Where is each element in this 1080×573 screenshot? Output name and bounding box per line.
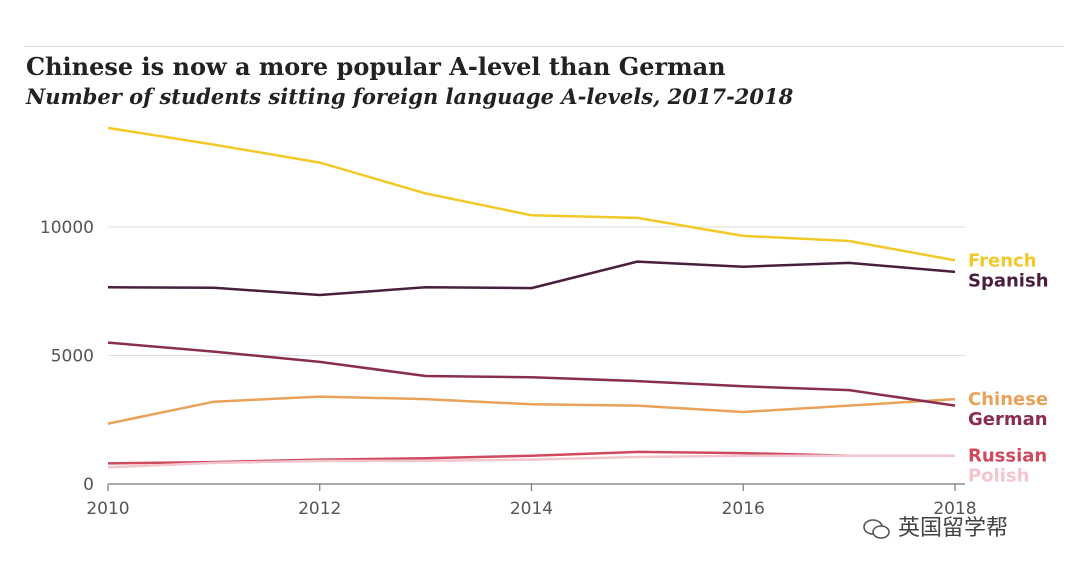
x-tick-label: 2018 [933,499,976,519]
series-line-german [107,341,956,407]
x-tick-label: 2012 [298,499,341,519]
y-axis: 0 5000 10000 [40,218,94,495]
series-line-polish [107,454,955,469]
y-tick-label: 5000 [51,346,94,366]
watermark-text: 英国留学帮 [898,516,1009,541]
series-lines [107,126,956,469]
chart-subtitle: Number of students sitting foreign langu… [26,84,794,109]
x-axis: 2010 2012 2014 2016 2018 [86,484,977,519]
y-tick-label: 10000 [40,218,94,238]
watermark: 英国留学帮 [862,510,1008,542]
gridlines [108,226,965,485]
series-label-chinese: Chinese [968,389,1048,410]
series-line-spanish [107,260,956,297]
series-label-german: German [968,409,1048,430]
series-label-russian: Russian [968,446,1047,467]
series-label-spanish: Spanish [968,270,1049,291]
series-label-french: French [968,250,1037,271]
series-line-chinese [107,395,956,425]
wechat-icon [863,519,890,539]
top-divider [24,46,1064,47]
y-tick-label: 0 [83,475,94,495]
x-tick-label: 2016 [722,499,765,519]
series-label-polish: Polish [968,466,1029,487]
series-line-french [107,126,956,262]
x-tick-label: 2010 [86,499,129,519]
chart-title: Chinese is now a more popular A-level th… [26,52,726,81]
x-tick-label: 2014 [510,499,553,519]
